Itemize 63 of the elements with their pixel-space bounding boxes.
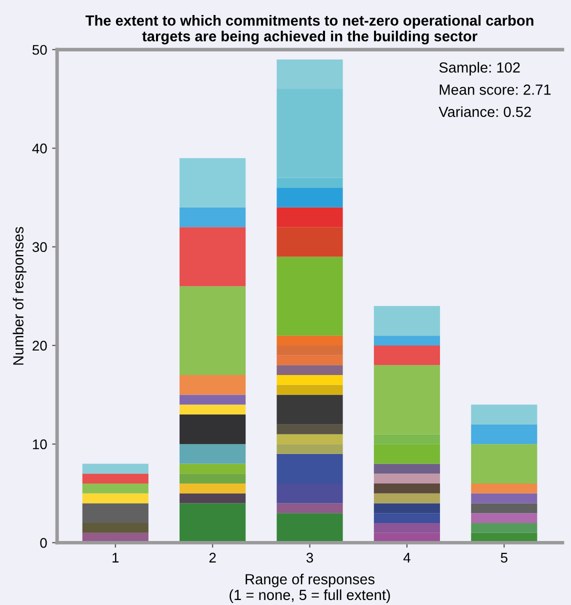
bar <box>276 178 343 188</box>
bar <box>276 434 343 444</box>
bar <box>276 484 343 504</box>
bar <box>276 454 343 484</box>
y-tick-label: 20 <box>32 340 47 351</box>
bar <box>276 227 343 257</box>
bar <box>180 503 246 543</box>
bar <box>180 474 246 484</box>
bar <box>180 227 246 286</box>
y-axis-title: Number of responses <box>12 226 26 365</box>
y-tick-label: 50 <box>32 44 47 55</box>
bar <box>180 414 246 444</box>
bar <box>276 424 343 434</box>
annotation: Variance: 0.52 <box>438 106 531 118</box>
bar <box>471 513 538 523</box>
bar <box>276 365 343 376</box>
bar <box>276 375 343 385</box>
bar <box>82 522 148 533</box>
y-tick-label: 40 <box>32 144 47 154</box>
y-tick-label: 30 <box>32 242 47 252</box>
bar <box>276 59 343 90</box>
bar <box>180 158 246 208</box>
x-tick-label: 4 <box>403 552 410 562</box>
bar <box>276 444 343 454</box>
bar <box>374 365 440 434</box>
bar <box>180 207 246 228</box>
bar <box>180 286 246 376</box>
bar <box>374 522 440 533</box>
bar <box>374 513 440 523</box>
bar <box>180 493 246 504</box>
x-tick-label: 1 <box>112 552 119 562</box>
bar <box>276 394 343 424</box>
bar <box>276 513 343 543</box>
bar <box>374 336 440 346</box>
bar <box>374 484 440 494</box>
y-tick-label: 10 <box>32 439 47 450</box>
x-tick-label: 3 <box>306 552 314 563</box>
bar <box>276 336 343 346</box>
bar <box>276 89 343 178</box>
bar <box>471 522 538 533</box>
bar <box>276 503 343 514</box>
bar <box>180 444 246 464</box>
annotation: Sample: 102 <box>439 62 520 76</box>
bar <box>374 345 440 366</box>
y-tick-label: 0 <box>40 538 47 548</box>
bar <box>276 345 343 356</box>
bar <box>374 503 440 514</box>
x-axis-title: Range of responses (1 = none, 5 = full extent) <box>230 574 390 603</box>
bar <box>374 464 440 474</box>
bar <box>276 207 343 228</box>
bar <box>180 464 246 474</box>
bar <box>374 434 440 444</box>
bar <box>374 493 440 504</box>
chart-title: The extent to which commitments to net-zero operational carbon targets are being achieved in the building sector <box>86 15 534 44</box>
bar <box>276 188 343 208</box>
x-tick-label: 2 <box>209 552 216 562</box>
x-tick-label: 5 <box>500 552 508 563</box>
bar <box>374 474 440 484</box>
bar <box>276 256 343 336</box>
bar <box>276 384 343 395</box>
bar <box>180 484 246 494</box>
bar <box>276 355 343 366</box>
annotation: Mean score: 2.71 <box>440 84 551 95</box>
